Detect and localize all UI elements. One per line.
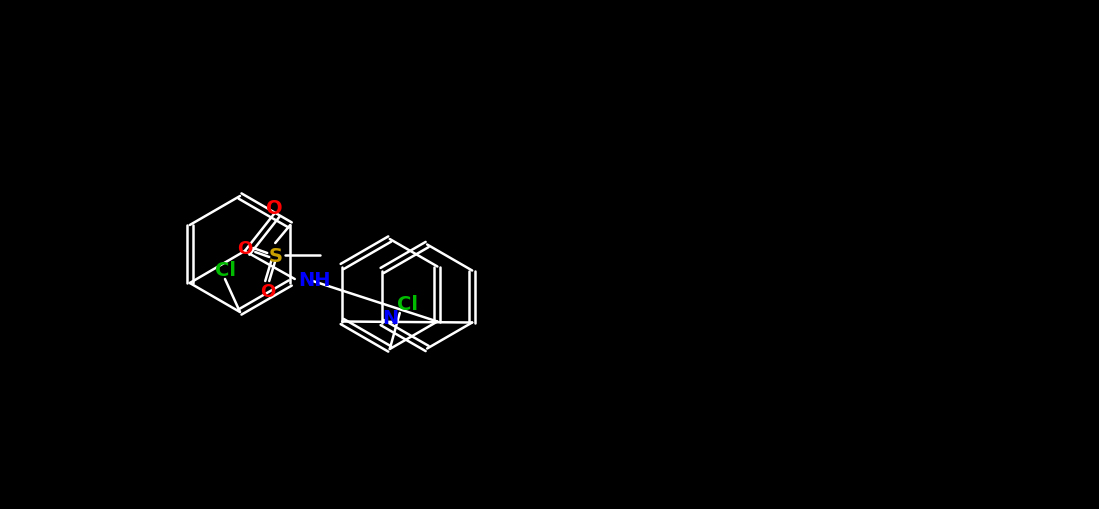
Text: S: S <box>268 246 282 265</box>
Text: N: N <box>382 308 398 327</box>
Text: NH: NH <box>298 270 331 289</box>
Text: O: O <box>260 282 276 300</box>
Text: O: O <box>266 199 284 218</box>
Text: Cl: Cl <box>397 294 419 313</box>
Text: O: O <box>237 240 253 258</box>
Text: Cl: Cl <box>214 260 235 279</box>
